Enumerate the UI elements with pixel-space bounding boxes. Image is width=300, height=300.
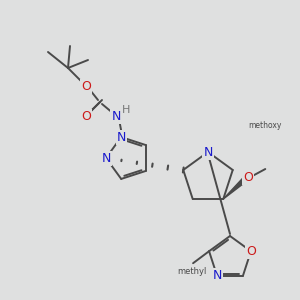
Text: N: N — [116, 130, 126, 144]
Polygon shape — [223, 177, 247, 199]
Text: N: N — [101, 152, 111, 164]
Text: N: N — [111, 110, 121, 122]
Text: methoxy: methoxy — [248, 122, 281, 130]
Text: O: O — [246, 245, 256, 258]
Text: N: N — [212, 269, 222, 282]
Text: N: N — [203, 146, 213, 158]
Text: O: O — [243, 170, 253, 184]
Text: methyl: methyl — [177, 267, 207, 276]
Text: O: O — [81, 80, 91, 92]
Text: O: O — [81, 110, 91, 122]
Text: H: H — [122, 105, 130, 115]
